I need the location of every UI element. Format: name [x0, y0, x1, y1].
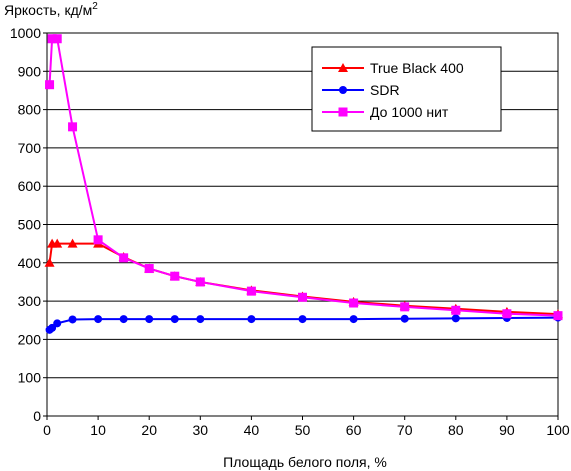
x-axis-title: Площадь белого поля, %: [223, 454, 387, 470]
data-point: [298, 292, 307, 302]
data-point: [145, 315, 154, 324]
y-tick-label: 0: [33, 408, 41, 424]
y-axis-ticks: 0 100 200 300 400 500 600 700 800 900 1000: [10, 25, 47, 424]
legend-entry: До 1000 нит: [322, 104, 449, 120]
y-tick-label: 200: [18, 331, 42, 347]
data-point: [52, 34, 62, 44]
data-point: [400, 302, 410, 312]
data-point: [47, 34, 57, 44]
legend-marker: [338, 107, 348, 117]
data-point: [400, 314, 409, 323]
data-point: [553, 311, 563, 321]
data-point: [349, 315, 358, 324]
data-point: [170, 271, 180, 281]
x-axis-ticks: 0 10 20 30 40 50 60 70 80 90 100: [43, 416, 570, 438]
x-tick-label: 60: [346, 422, 362, 438]
x-tick-label: 10: [90, 422, 106, 438]
data-point: [451, 314, 460, 323]
legend-entry: True Black 400: [322, 60, 464, 76]
legend-marker: [338, 63, 348, 72]
x-tick-label: 30: [193, 422, 209, 438]
data-point: [119, 315, 128, 324]
y-tick-label: 400: [18, 255, 42, 271]
x-tick-label: 90: [499, 422, 515, 438]
y-tick-label: 100: [18, 370, 42, 386]
y-axis-title-text: Яркость, кд/м: [4, 2, 92, 18]
series-1: [45, 313, 562, 334]
x-tick-label: 40: [244, 422, 260, 438]
data-point: [144, 264, 154, 274]
data-point: [52, 238, 63, 248]
series-line: [48, 316, 559, 331]
series-line: [48, 37, 559, 317]
x-tick-label: 0: [43, 422, 51, 438]
data-point: [451, 305, 461, 315]
data-point: [170, 315, 179, 324]
data-point: [94, 315, 103, 324]
legend-label: True Black 400: [370, 60, 464, 76]
data-point: [119, 253, 129, 263]
data-point: [349, 298, 359, 308]
series-layer: [44, 34, 563, 334]
y-tick-label: 600: [18, 178, 42, 194]
legend-label: SDR: [370, 82, 400, 98]
y-tick-label: 300: [18, 293, 42, 309]
data-point: [247, 315, 256, 324]
y-tick-label: 800: [18, 102, 42, 118]
legend-marker: [339, 86, 347, 94]
y-axis-title-superscript: 2: [92, 1, 98, 12]
data-point: [48, 323, 57, 332]
y-tick-label: 500: [18, 217, 42, 233]
data-point: [502, 309, 512, 319]
data-point: [44, 257, 55, 267]
x-tick-label: 100: [546, 422, 570, 438]
x-tick-label: 50: [295, 422, 311, 438]
grid-lines: [47, 70, 558, 379]
data-point: [67, 238, 78, 248]
y-tick-label: 900: [18, 63, 42, 79]
data-point: [45, 80, 55, 90]
data-point: [246, 286, 256, 296]
y-tick-label: 700: [18, 140, 42, 156]
series-0: [44, 238, 563, 319]
y-tick-label: 1000: [10, 25, 41, 41]
legend: True Black 400 SDR До 1000 нит: [311, 46, 502, 132]
series-2: [45, 34, 563, 321]
data-point: [195, 277, 205, 287]
data-point: [68, 122, 78, 132]
y-axis-title: Яркость, кд/м2: [4, 1, 98, 18]
data-point: [53, 319, 62, 328]
x-tick-label: 70: [397, 422, 413, 438]
data-point: [196, 315, 205, 324]
legend-label: До 1000 нит: [370, 104, 449, 120]
x-tick-label: 80: [448, 422, 464, 438]
data-point: [93, 235, 103, 245]
x-tick-label: 20: [141, 422, 157, 438]
data-point: [68, 315, 77, 324]
legend-entry: SDR: [322, 82, 400, 98]
data-point: [298, 315, 307, 324]
